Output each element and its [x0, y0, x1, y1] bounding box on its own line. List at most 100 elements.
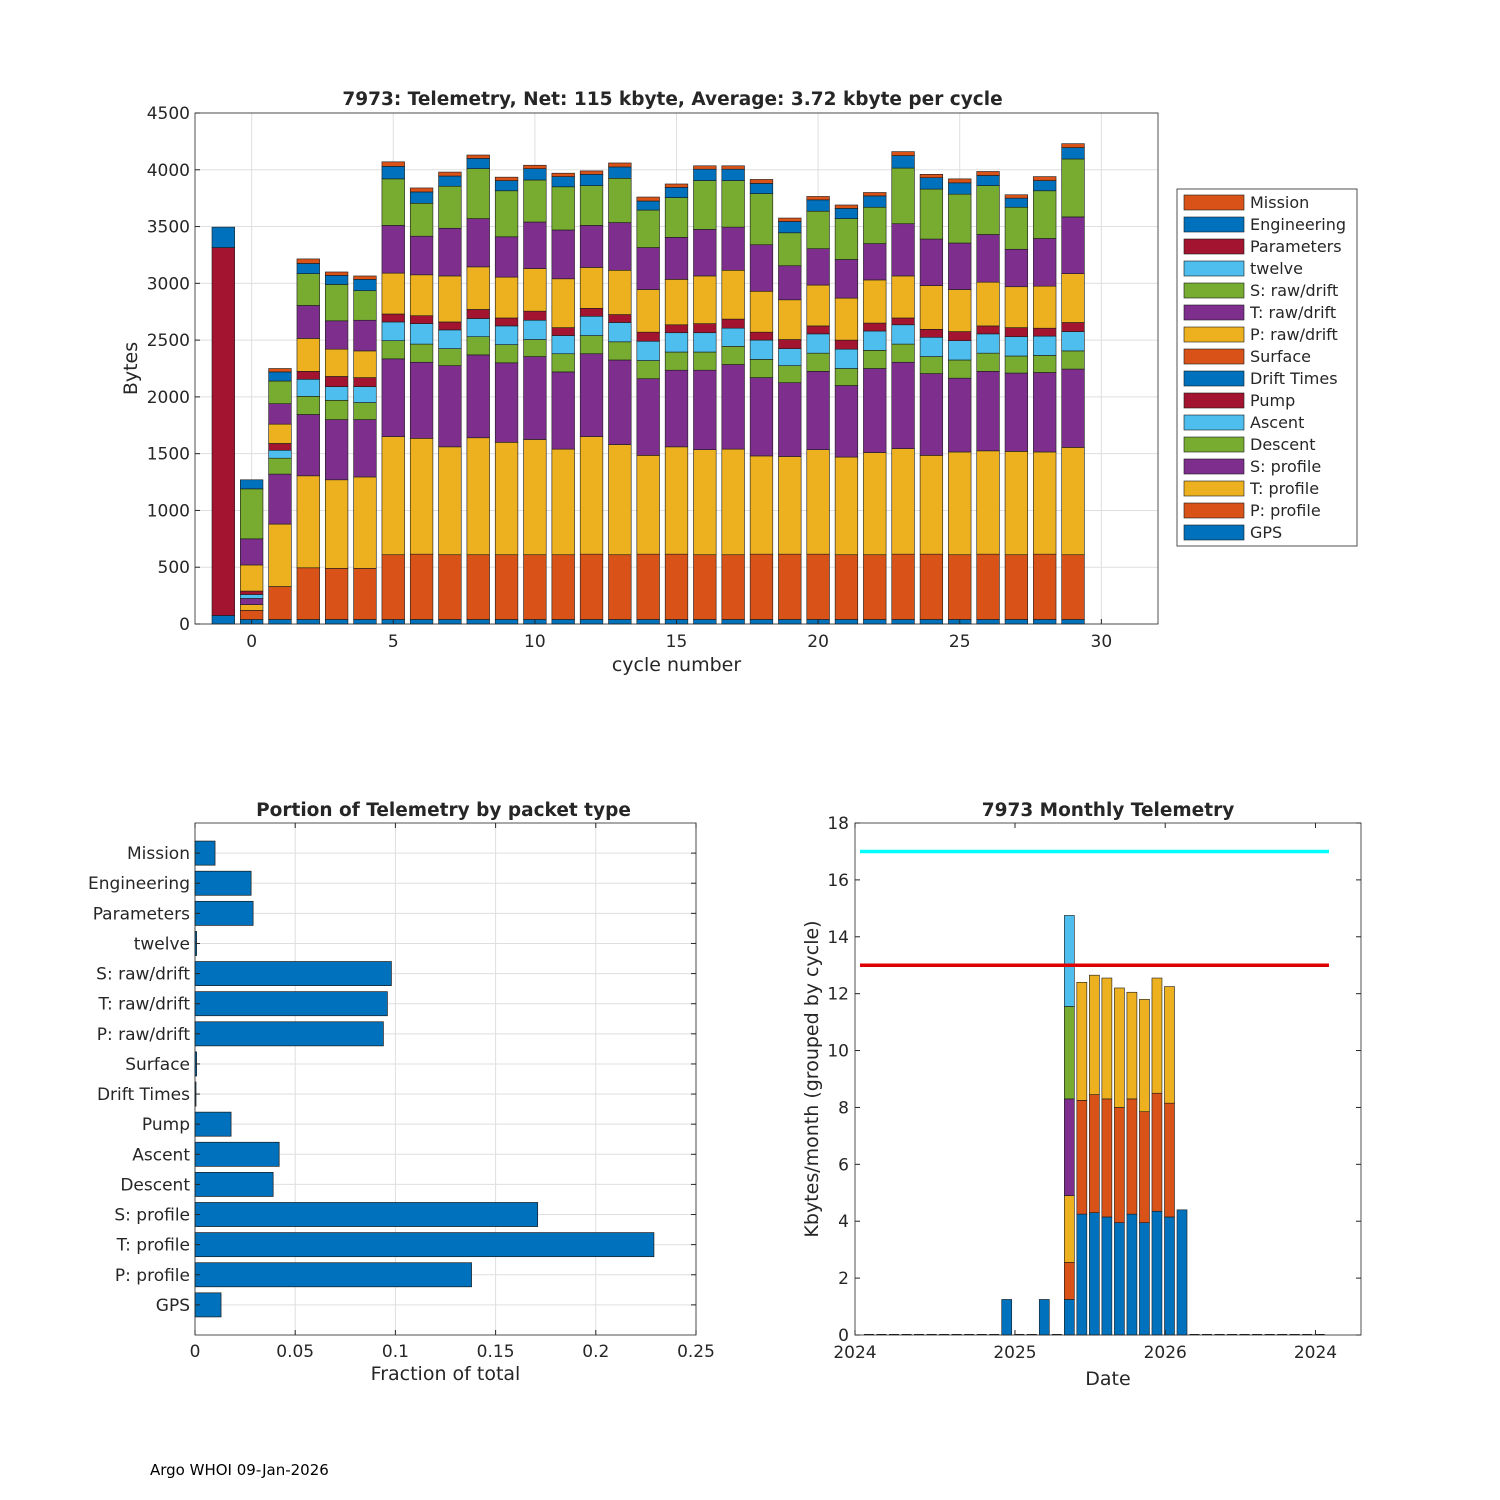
- chart1-y-axis-label: Bytes: [120, 342, 142, 395]
- chart1-bar-segment: [693, 351, 717, 371]
- chart1-bar-segment: [466, 554, 490, 620]
- chart3-bar-segment: [1089, 974, 1100, 1095]
- chart1-bar-segment: [891, 324, 915, 345]
- chart1-bar-segment: [778, 348, 802, 366]
- chart1-bar-segment: [948, 193, 972, 244]
- chart1-bar-segment: [834, 218, 859, 260]
- chart1-bar-segment: [324, 419, 349, 481]
- chart1-bar-segment: [664, 351, 689, 371]
- chart1-bars: [211, 143, 1085, 625]
- chart1-bar-segment: [919, 329, 944, 338]
- chart3-bar-segment: [1151, 977, 1163, 1094]
- chart1-bar-segment: [891, 619, 915, 625]
- chart1-bar-segment: [409, 202, 434, 237]
- chart1-bar-segment: [494, 619, 519, 625]
- chart1-bar-segment: [579, 335, 604, 355]
- chart1-bar-segment: [268, 449, 292, 459]
- chart1-bar-segment: [948, 377, 972, 453]
- chart1-bar-segment: [664, 324, 689, 334]
- chart1-bar-segment: [268, 586, 292, 620]
- chart3-y-tick-label: 8: [838, 1098, 849, 1118]
- chart1-bar-segment: [353, 279, 377, 292]
- chart1-legend-label: twelve: [1250, 259, 1303, 278]
- chart2-bar: [194, 1111, 232, 1137]
- chart1-bar-segment: [296, 567, 320, 620]
- chart1-bar-segment: [919, 336, 944, 357]
- chart1-legend-label: Parameters: [1250, 237, 1342, 256]
- chart1-bar-segment: [948, 340, 972, 361]
- chart1-bar-segment: [353, 402, 377, 420]
- chart1-bar-segment: [579, 308, 604, 317]
- chart1-bar-segment: [438, 329, 462, 349]
- chart1-bar-segment: [806, 248, 830, 286]
- chart1-bar-segment: [948, 242, 972, 290]
- chart1-bar-segment: [608, 359, 632, 445]
- chart1-bar-segment: [863, 206, 887, 244]
- chart1-bar-segment: [438, 619, 462, 625]
- chart1-bar-segment: [268, 403, 292, 425]
- chart1-bar-segment: [324, 348, 349, 377]
- chart1-bar-segment: [324, 479, 349, 569]
- chart1-bar-segment: [1061, 147, 1085, 160]
- chart1-bar-segment: [1033, 180, 1057, 192]
- chart1-legend-label: Pump: [1250, 391, 1295, 410]
- chart1-bar-segment: [948, 178, 972, 184]
- chart1-bar-segment: [919, 285, 944, 330]
- chart1-bar-segment: [296, 371, 320, 380]
- chart2-y-tick-label: GPS: [156, 1296, 190, 1316]
- chart1-bar-segment: [806, 449, 830, 555]
- chart1-bar-segment: [1033, 553, 1057, 620]
- chart1-bar-segment: [608, 222, 632, 271]
- chart1-bar-segment: [466, 619, 490, 625]
- chart1-bar-segment: [324, 271, 349, 276]
- chart1-bar-segment: [1061, 216, 1085, 274]
- chart1-bar-segment: [863, 619, 887, 625]
- chart1-bar-segment: [551, 186, 575, 231]
- chart1-bar-segment: [296, 273, 320, 306]
- chart1-bar-segment: [863, 192, 887, 197]
- chart1-bar-segment: [551, 371, 575, 450]
- chart1-bar-segment: [438, 321, 462, 331]
- chart3-bar-segment: [1089, 1094, 1100, 1213]
- chart1-legend-swatch: [1183, 392, 1245, 409]
- chart1-bar-segment: [1033, 327, 1057, 337]
- chart3-y-tick-label: 0: [838, 1326, 849, 1346]
- chart2-y-tick-label: Parameters: [93, 904, 190, 924]
- chart1-bar-segment: [381, 313, 405, 323]
- footer-credit: Argo WHOI 09-Jan-2026: [150, 1461, 329, 1479]
- chart3-y-tick-label: 16: [827, 871, 849, 891]
- chart2-bar: [194, 961, 392, 986]
- chart1-bar-segment: [721, 364, 745, 450]
- chart1-bar-segment: [919, 619, 944, 625]
- chart1-bar-segment: [608, 162, 632, 168]
- chart1-bar-segment: [664, 237, 689, 280]
- chart1-bar-segment: [240, 590, 264, 595]
- chart2-bars: [194, 840, 655, 1318]
- chart1-legend-label: S: profile: [1250, 457, 1321, 476]
- chart1-bar-segment: [1033, 619, 1057, 625]
- chart1-bar-segment: [1033, 190, 1057, 239]
- chart1-bar-segment: [948, 182, 972, 195]
- chart1-bar-segment: [240, 538, 264, 566]
- chart1-bar-segment: [834, 204, 859, 209]
- chart3-bar-segment: [1101, 1098, 1113, 1218]
- chart1-legend: Mission Engineering Parameters twelve S: raw…: [1176, 188, 1358, 547]
- chart1-bar-segment: [806, 333, 830, 354]
- chart2-y-tick-label: twelve: [134, 934, 190, 954]
- chart3-bar-segment: [1064, 1262, 1075, 1300]
- chart3-y-tick-label: 6: [838, 1155, 849, 1175]
- chart1-bar-segment: [381, 272, 405, 315]
- chart1-bar-segment: [211, 615, 235, 625]
- chart1-bar-segment: [948, 451, 972, 556]
- chart1-bar-segment: [919, 174, 944, 179]
- chart1-bar-segment: [268, 619, 292, 625]
- chart1-bar-segment: [523, 319, 547, 340]
- chart1-bar-segment: [523, 339, 547, 357]
- chart1-y-tick-label: 1000: [147, 501, 190, 521]
- chart1-bar-segment: [551, 353, 575, 373]
- chart1-bar-segment: [353, 386, 377, 403]
- chart1-bar-segment: [579, 436, 604, 555]
- chart1-bar-segment: [693, 449, 717, 556]
- chart1-bar-segment: [608, 444, 632, 556]
- chart1-bar-segment: [438, 275, 462, 323]
